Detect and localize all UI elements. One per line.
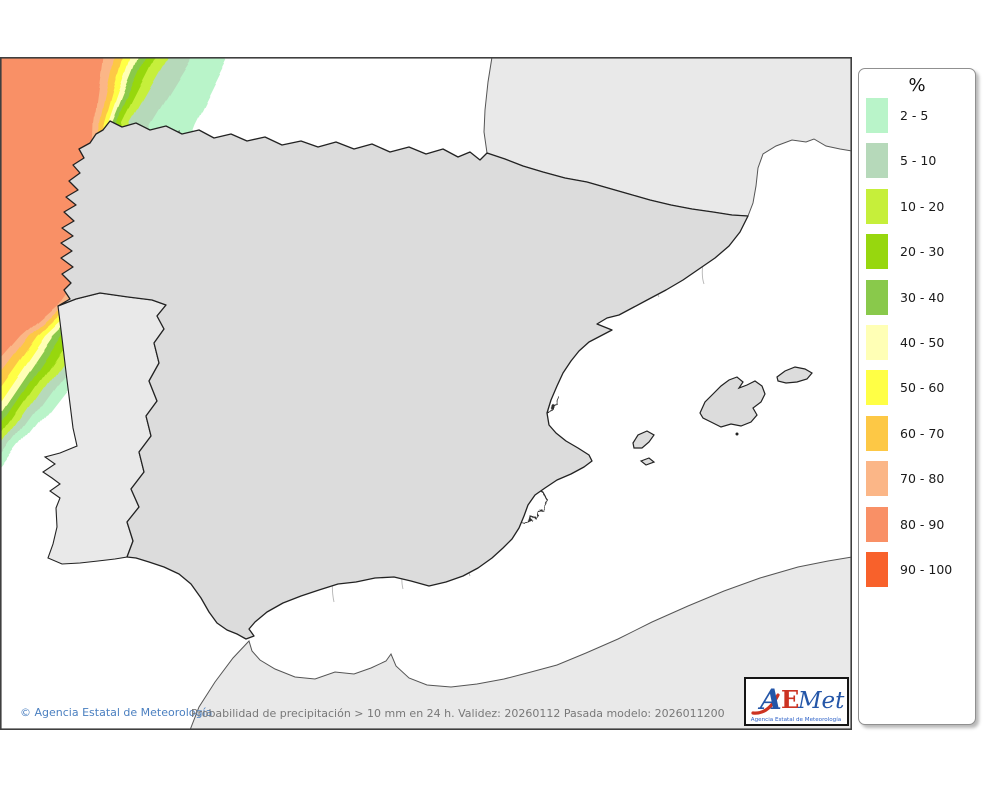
island-cabrera xyxy=(735,432,739,436)
legend-row: 10 - 20 xyxy=(859,188,975,224)
legend-swatch xyxy=(866,279,888,315)
legend-label: 50 - 60 xyxy=(900,380,945,396)
legend-label: 90 - 100 xyxy=(900,562,953,577)
legend-label: 60 - 70 xyxy=(900,425,945,441)
legend-panel: % 2 - 5 5 - 10 10 - 20 20 - 30 30 - 40 40 - 5… xyxy=(858,68,976,725)
legend-label: 10 - 20 xyxy=(900,198,945,214)
legend-swatch xyxy=(866,234,888,270)
footer-info: Probabilidad de precipitación > 10 mm en… xyxy=(191,707,725,720)
legend-row: 2 - 5 xyxy=(859,98,975,133)
legend-row: 30 - 40 xyxy=(859,279,975,315)
legend-swatch xyxy=(866,325,888,360)
legend-swatch xyxy=(866,415,888,451)
map-panel xyxy=(0,57,852,730)
legend-label: 5 - 10 xyxy=(900,153,937,169)
legend-swatch xyxy=(866,370,888,406)
legend-row: 80 - 90 xyxy=(859,506,975,542)
legend-label: 20 - 30 xyxy=(900,244,945,260)
aemet-logo-box: A E Met Agencia Estatal de Meteorología xyxy=(744,677,849,726)
legend-label: 80 - 90 xyxy=(900,516,945,532)
precipitation-map xyxy=(0,57,852,730)
logo-letter-e: E xyxy=(781,685,799,714)
legend-row: 60 - 70 xyxy=(859,415,975,451)
legend-label: 30 - 40 xyxy=(900,289,945,305)
footer-copyright: © Agencia Estatal de Meteorología xyxy=(20,706,213,719)
legend-row: 90 - 100 xyxy=(859,552,975,587)
legend-row: 50 - 60 xyxy=(859,370,975,406)
logo-letter-a: A xyxy=(757,683,782,716)
legend-row: 20 - 30 xyxy=(859,234,975,270)
legend-row: 5 - 10 xyxy=(859,143,975,179)
legend-label: 40 - 50 xyxy=(900,335,945,350)
legend-swatch xyxy=(866,188,888,224)
logo-swoosh xyxy=(751,693,780,715)
legend-swatch xyxy=(866,98,888,133)
logo-letters-met: Met xyxy=(797,688,845,714)
legend-row: 70 - 80 xyxy=(859,461,975,497)
legend-row: 40 - 50 xyxy=(859,325,975,360)
legend-title: % xyxy=(908,75,926,96)
legend-swatch xyxy=(866,506,888,542)
legend-swatch xyxy=(866,461,888,497)
logo-subtitle: Agencia Estatal de Meteorología xyxy=(751,716,841,723)
aemet-logo: A E Met Agencia Estatal de Meteorología xyxy=(751,683,845,723)
legend-label: 70 - 80 xyxy=(900,471,945,487)
band-80-90 xyxy=(0,57,105,358)
map-frame xyxy=(0,57,852,730)
legend-swatch xyxy=(866,552,888,587)
legend-swatch xyxy=(866,143,888,179)
legend-label: 2 - 5 xyxy=(900,108,929,123)
